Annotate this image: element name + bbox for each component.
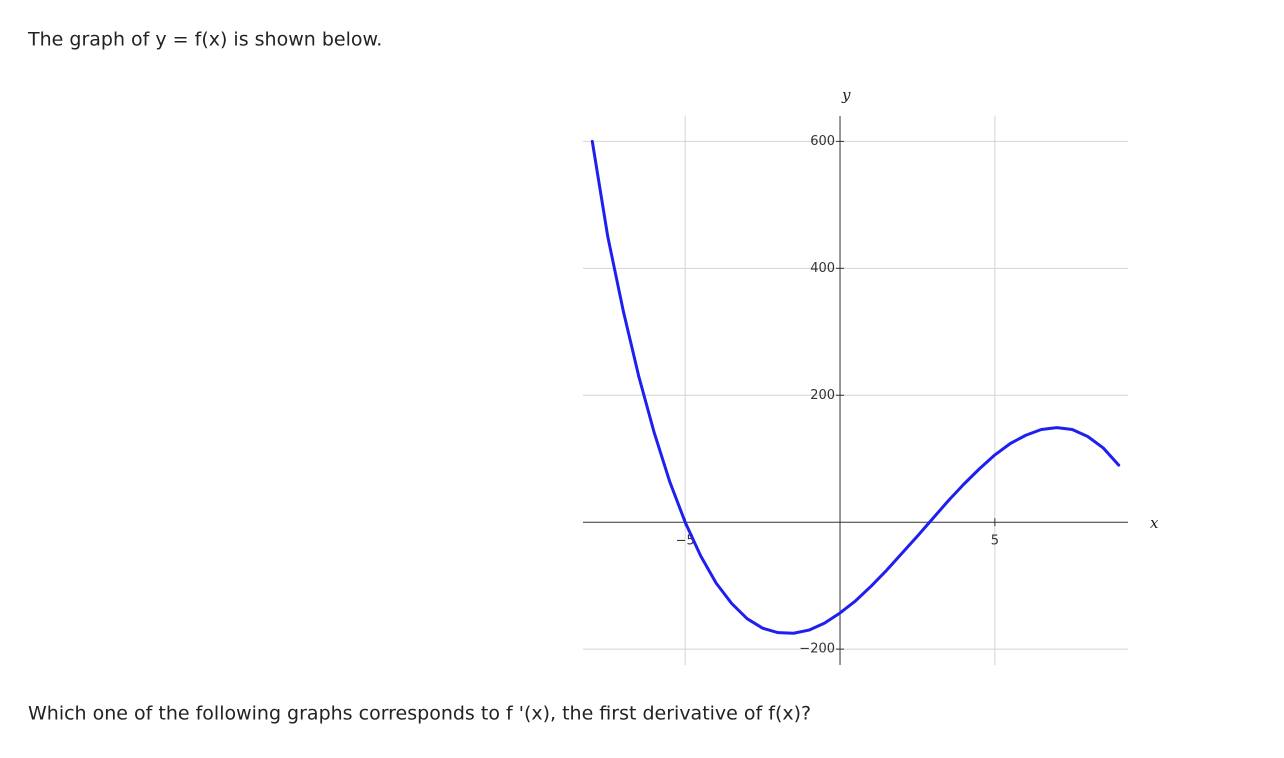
- x-tick-label: 5: [991, 534, 999, 549]
- y-tick-label: 400: [810, 261, 835, 276]
- question-text: Which one of the following graphs corres…: [28, 703, 811, 725]
- x-tick-label: −5: [676, 534, 695, 549]
- graph: x y −5 5 −200 200 400 600: [583, 86, 1159, 665]
- x-axis-label: x: [1150, 514, 1159, 532]
- y-tick-label: −200: [799, 642, 835, 657]
- y-tick-label: 200: [810, 388, 835, 403]
- y-axis-label: y: [841, 86, 851, 104]
- y-tick-label: 600: [810, 134, 835, 149]
- prompt-text: The graph of y = f(x) is shown below.: [27, 29, 382, 51]
- curve: [590, 139, 1121, 635]
